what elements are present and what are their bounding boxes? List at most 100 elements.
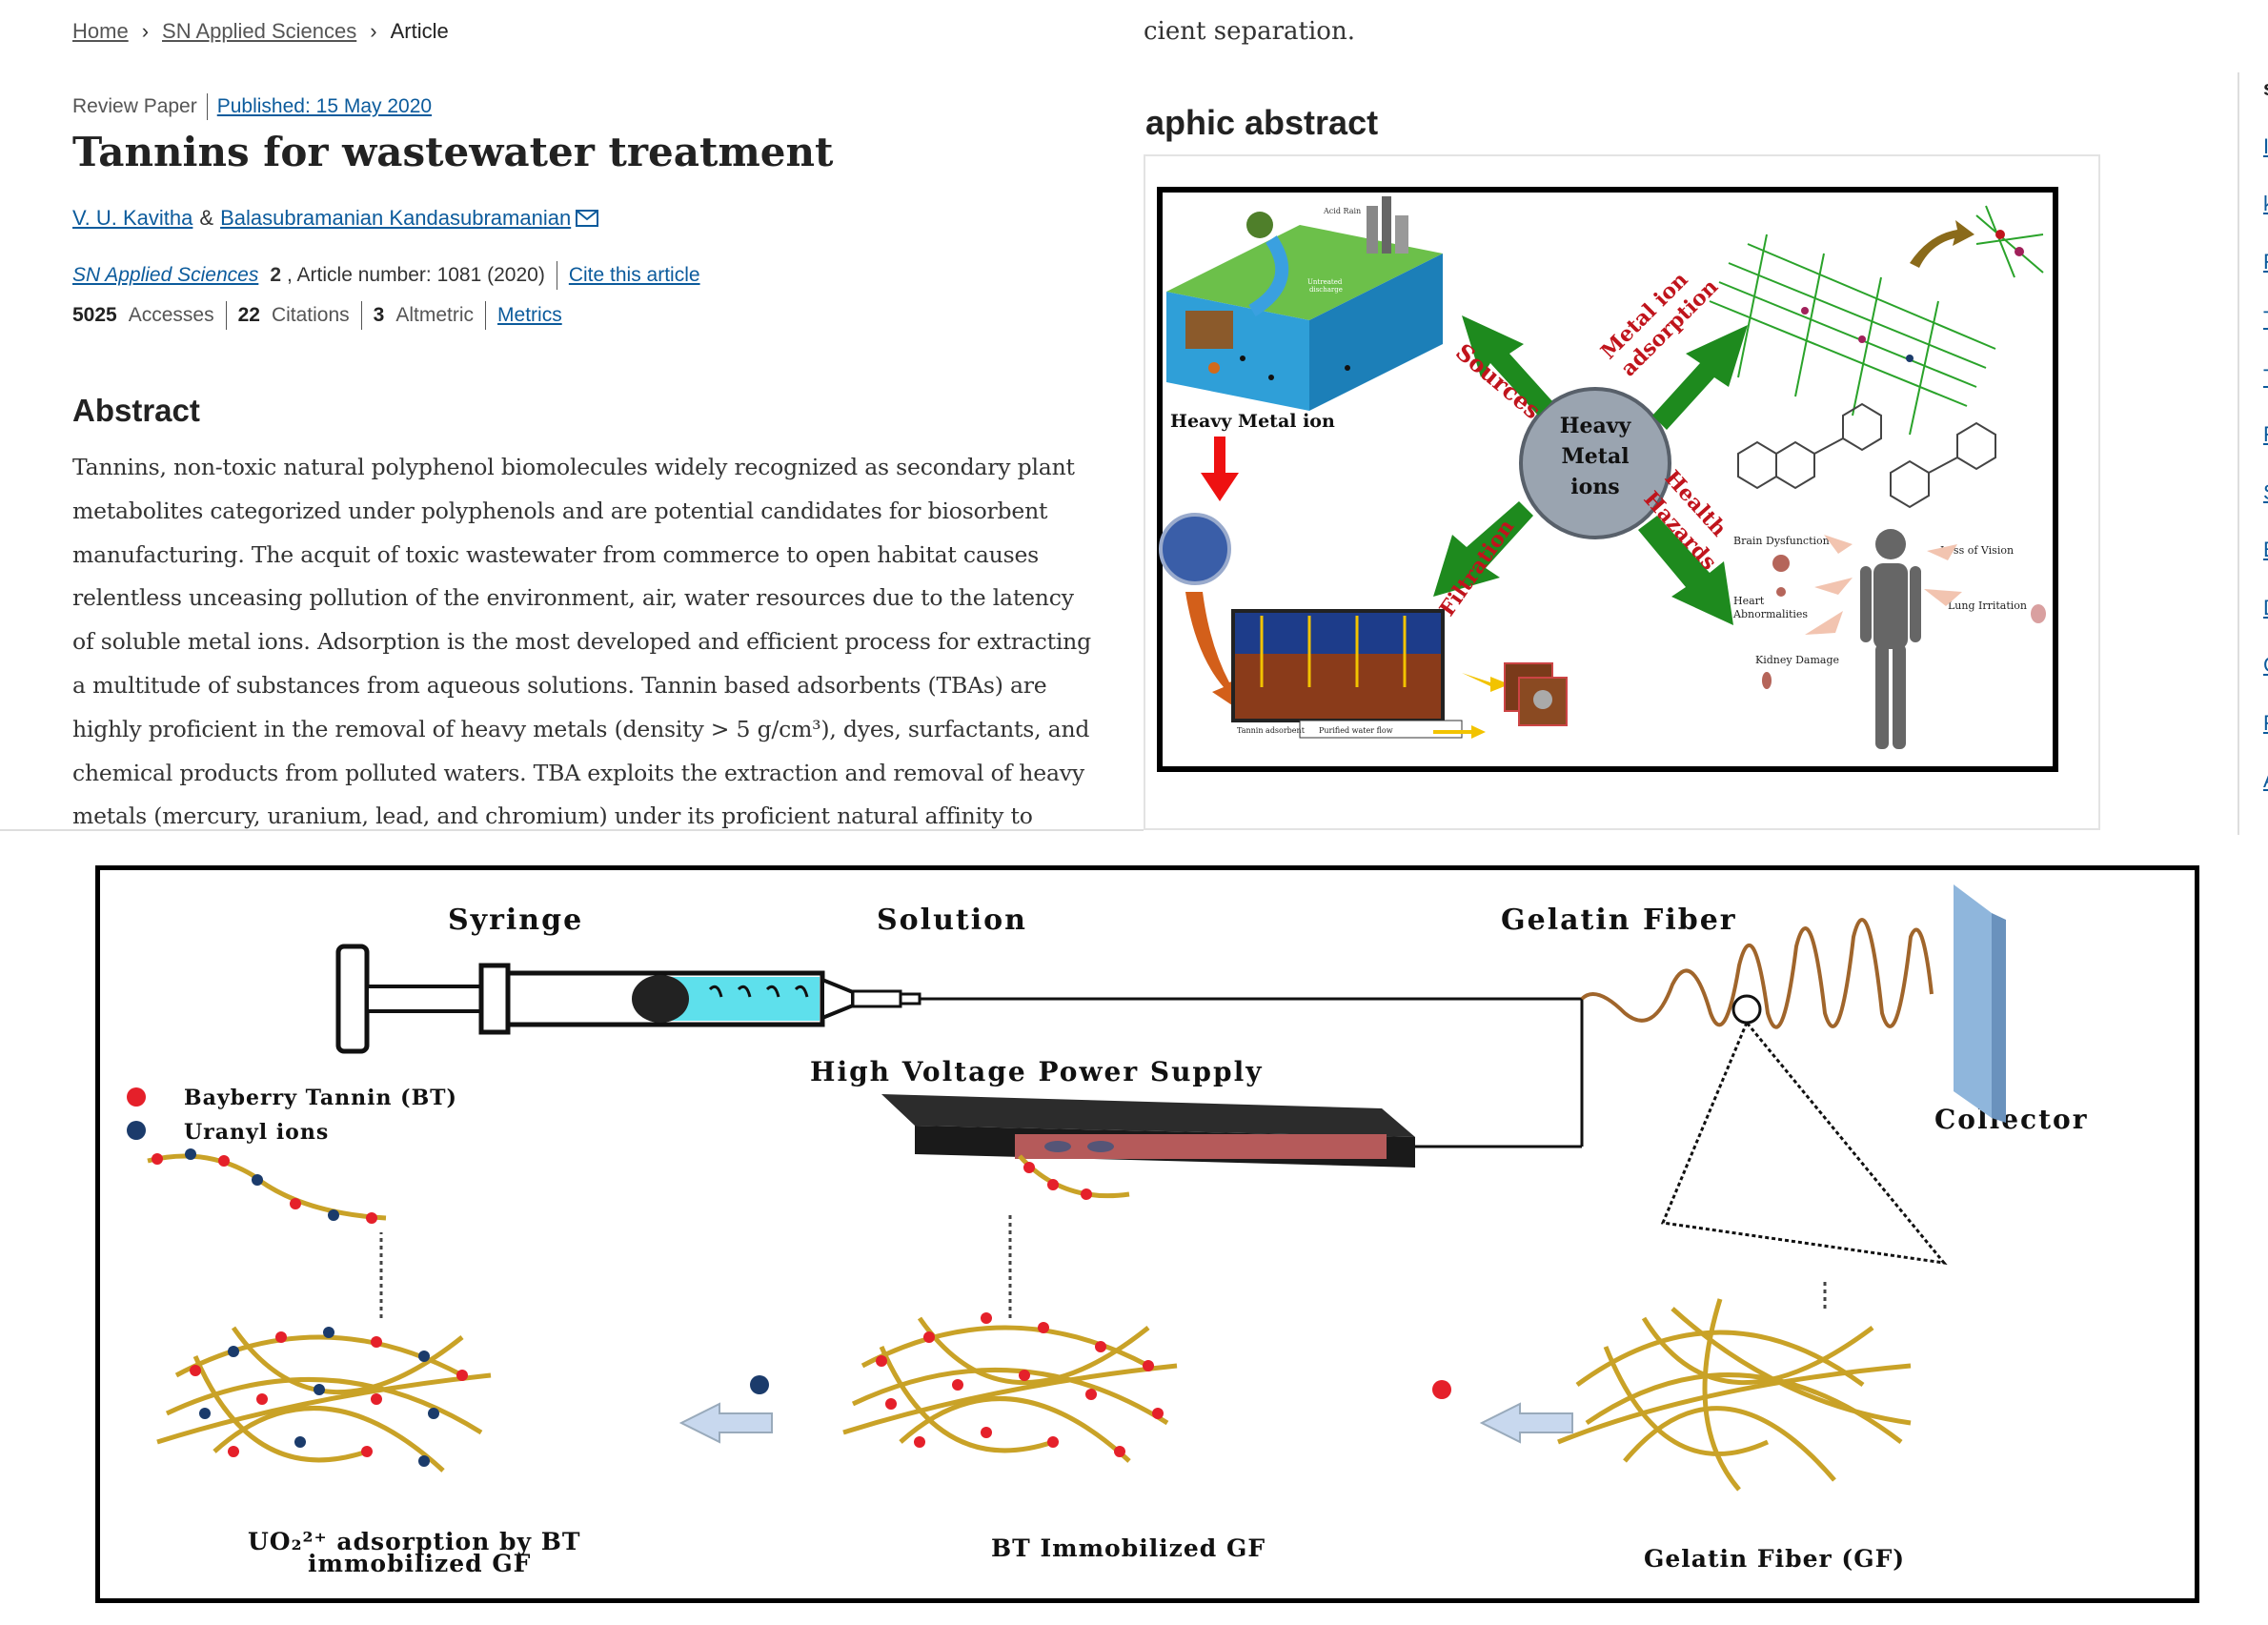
figure-frame	[1144, 154, 2100, 830]
metric-label: Citations	[271, 304, 350, 326]
sidebar-item[interactable]: S	[2263, 480, 2268, 538]
journal-volume: 2	[270, 264, 282, 286]
sidebar-item[interactable]: I	[2263, 133, 2268, 158]
chemical-structure	[1737, 402, 1996, 509]
label-vision: Loss of Vision	[1940, 544, 2014, 557]
metric-value: 3	[373, 304, 385, 326]
sidebar-item[interactable]: F	[2263, 250, 2268, 308]
metric-label: Accesses	[128, 304, 214, 326]
fiber-jet	[1580, 918, 1934, 1029]
truncated-text: cient separation.	[1144, 17, 1355, 46]
sidebar-divider	[2238, 72, 2268, 835]
sidebar-item[interactable]: E	[2263, 538, 2268, 596]
arrow-icon	[1462, 315, 1552, 416]
mesh-small	[1975, 205, 2044, 278]
label-heart: Heart	[1733, 595, 1765, 607]
label-discharge: discharge	[1309, 286, 1343, 294]
metrics-link[interactable]: Metrics	[497, 304, 562, 326]
label-heart: Abnormalities	[1732, 608, 1808, 620]
landscape-illustration	[1166, 196, 1443, 411]
ion-circle	[1159, 513, 1231, 585]
legend-bt: Bayberry Tannin (BT)	[184, 1086, 457, 1110]
envelope-icon[interactable]	[576, 210, 599, 227]
arrow-right-icon	[1462, 673, 1509, 692]
center-label: Metal	[1561, 444, 1629, 469]
organ-icons	[1762, 555, 2046, 689]
label-brain: Brain Dysfunction	[1733, 535, 1830, 547]
gelatin-fiber-cluster	[1557, 1298, 1912, 1492]
metric-value: 5025	[72, 304, 117, 326]
label-tannin-adsorbent: Tannin adsorbent	[1237, 726, 1306, 735]
cite-article-link[interactable]: Cite this article	[568, 264, 700, 286]
label-purified: Purified water flow	[1319, 726, 1393, 735]
legend-dot-uranyl	[127, 1121, 146, 1140]
article-number: , Article number: 1081 (2020)	[287, 264, 545, 286]
arrow-icon	[1638, 516, 1733, 625]
caption-adsorption: UO₂²⁺ adsorption by BT	[248, 1528, 581, 1555]
filtration-tank	[1231, 609, 1486, 739]
divider	[225, 301, 227, 330]
sidebar-item[interactable]: T	[2263, 365, 2268, 423]
arrow-left-icon	[678, 1375, 773, 1444]
label-discharge: Untreated	[1307, 278, 1343, 286]
chevron-right-icon: ›	[141, 19, 150, 43]
sidebar-item[interactable]: T	[2263, 307, 2268, 365]
sidebar-item[interactable]: F	[2263, 711, 2268, 769]
sidebar-item[interactable]: C	[2263, 653, 2268, 711]
adsorbent-blocks	[1504, 662, 1568, 726]
electrospinning-diagram	[127, 884, 2006, 1492]
article-metrics: 5025 Accesses 22 Citations 3 Altmetric M…	[72, 301, 562, 330]
divider	[360, 301, 362, 330]
breadcrumb-journal[interactable]: SN Applied Sciences	[162, 19, 357, 43]
divider	[206, 93, 208, 120]
published-date-link[interactable]: Published: 15 May 2020	[216, 95, 433, 117]
sidebar-item[interactable]: s	[2263, 76, 2268, 134]
zoom-cone	[1660, 1022, 1948, 1266]
power-supply	[881, 1094, 1415, 1168]
author-link[interactable]: V. U. Kavitha	[72, 206, 193, 230]
collector-plate	[1954, 884, 2006, 1123]
label-gelatin-fiber: Gelatin Fiber	[1501, 904, 1737, 937]
syringe-illustration	[335, 944, 1582, 1054]
pointer-arrows	[1805, 535, 1962, 635]
author-link[interactable]: Balasubramanian Kandasubramanian	[220, 206, 572, 230]
sidebar-item[interactable]: D	[2263, 596, 2268, 654]
sidebar-item[interactable]: A	[2263, 768, 2268, 826]
label-acid-rain: Acid Rain	[1323, 207, 1361, 215]
divider	[485, 301, 487, 330]
article-meta: Review Paper Published: 15 May 2020	[72, 93, 432, 120]
fiber-mesh	[1709, 234, 1996, 436]
legend-dot-bt	[127, 1087, 146, 1107]
abstract-text: Tannins, non-toxic natural polyphenol bi…	[72, 454, 1091, 830]
sidebar-item[interactable]: F	[2263, 422, 2268, 480]
author-list: V. U. Kavitha & Balasubramanian Kandasub…	[72, 206, 599, 231]
uranyl-adsorbed-cluster	[156, 1326, 492, 1473]
breadcrumb-home[interactable]: Home	[72, 19, 129, 43]
arrow-left-icon	[1432, 1380, 1573, 1444]
breadcrumb: Home › SN Applied Sciences › Article	[72, 19, 449, 44]
curved-arrow-icon	[1910, 220, 1974, 268]
chevron-right-icon: ›	[370, 19, 377, 43]
graphical-abstract-figure[interactable]: Acid Rain Untreated discharge Heavy Meta…	[1157, 187, 2058, 772]
divider	[0, 829, 1144, 831]
center-label: ions	[1570, 475, 1619, 499]
label-high-voltage: High Voltage Power Supply	[810, 1056, 1264, 1087]
journal-link[interactable]: SN Applied Sciences	[72, 264, 259, 286]
legend-uranyl: Uranyl ions	[184, 1120, 330, 1145]
caption-gelatin-fiber: Gelatin Fiber (GF)	[1644, 1545, 1906, 1573]
caption-bt-immobilized: BT Immobilized GF	[991, 1534, 1266, 1562]
graphical-abstract-heading: aphic abstract	[1145, 103, 1379, 142]
label-syringe: Syringe	[448, 904, 584, 937]
bt-immobilized-cluster	[842, 1312, 1178, 1463]
author-separator: &	[199, 206, 214, 230]
human-figure	[1860, 529, 1921, 749]
article-panel: Home › SN Applied Sciences › Article Rev…	[0, 0, 1144, 832]
label-heavy-metal-ion: Heavy Metal ion	[1170, 411, 1335, 432]
curved-arrow-icon	[1185, 592, 1241, 711]
arrow-icon	[1433, 501, 1533, 597]
metric-label: Altmetric	[395, 304, 475, 326]
center-label: Heavy	[1560, 414, 1632, 438]
abstract-heading: Abstract	[72, 393, 200, 428]
label-solution: Solution	[877, 904, 1027, 937]
sidebar-item[interactable]: k	[2263, 192, 2268, 250]
